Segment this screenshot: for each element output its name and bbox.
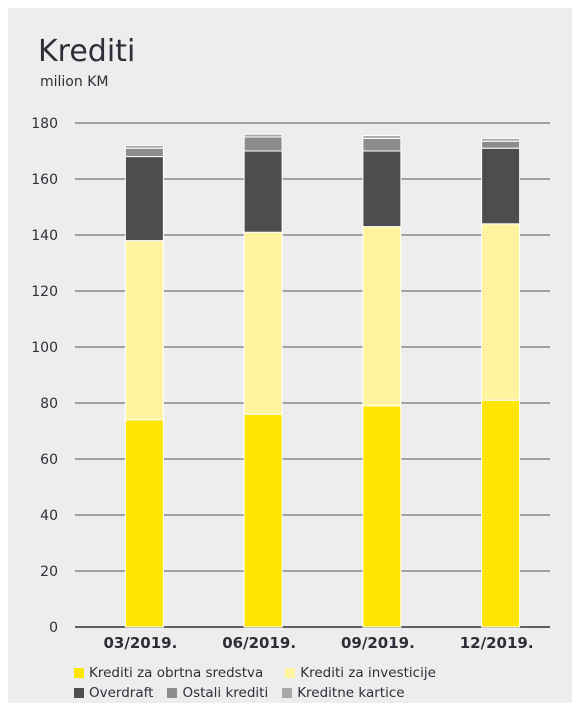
bar-segment <box>124 144 164 149</box>
legend-item: Krediti za investicije <box>285 665 436 681</box>
x-tick-label: 12/2019. <box>460 634 534 652</box>
bar-segment <box>243 133 283 138</box>
bar-segment <box>243 413 283 628</box>
bar-segment <box>243 150 283 233</box>
legend-label: Overdraft <box>89 685 154 701</box>
bar-segment <box>481 137 521 142</box>
y-tick-label: 120 <box>31 284 58 300</box>
bar-segment <box>243 231 283 415</box>
y-tick-label: 40 <box>40 508 58 524</box>
bar-segment <box>362 405 402 628</box>
y-tick-label: 140 <box>31 228 58 244</box>
stacked-bar-chart: 0 20 40 60 80 100 120 140 160 180 03/2019. 06/2019.… <box>31 116 550 652</box>
legend-item: Kreditne kartice <box>282 685 405 701</box>
chart-legend: Krediti za obrtna sredstva Krediti za inv… <box>74 663 450 703</box>
y-tick-label: 0 <box>49 620 58 636</box>
x-tick-label: 06/2019. <box>222 634 296 652</box>
bar-segment <box>481 147 521 225</box>
legend-label: Krediti za obrtna sredstva <box>89 665 264 681</box>
bar-segment <box>362 226 402 407</box>
y-tick-label: 20 <box>40 564 58 580</box>
chart-panel: Krediti milion KM <box>8 8 572 703</box>
bar-segment <box>481 399 521 628</box>
bar-segment <box>243 136 283 152</box>
legend-label: Ostali krediti <box>182 685 269 701</box>
bar-segment <box>481 140 521 149</box>
bar-segment <box>481 223 521 401</box>
legend-item: Ostali krediti <box>167 685 268 701</box>
legend-swatch <box>285 668 296 678</box>
bar-segment <box>362 135 402 139</box>
chart-subtitle: milion KM <box>40 74 109 90</box>
y-tick-label: 160 <box>31 172 58 188</box>
chart-title: Krediti <box>38 34 136 69</box>
legend-item: Overdraft <box>74 685 153 701</box>
y-tick-label: 180 <box>31 116 58 132</box>
bar-segment <box>124 419 164 628</box>
y-tick-label: 100 <box>31 340 58 356</box>
bar-segment <box>124 156 164 242</box>
legend-swatch <box>167 688 178 698</box>
legend-swatch <box>74 688 84 698</box>
legend-label: Kreditne kartice <box>297 685 405 701</box>
legend-swatch <box>74 668 84 678</box>
legend-swatch <box>282 688 293 698</box>
legend-label: Krediti za investicije <box>300 665 436 681</box>
bar-segment <box>362 137 402 152</box>
bar-segment <box>124 240 164 421</box>
y-tick-label: 60 <box>40 452 58 468</box>
bar-segment <box>124 147 164 158</box>
legend-item: Krediti za obrtna sredstva <box>74 665 263 681</box>
x-tick-label: 03/2019. <box>103 634 177 652</box>
y-tick-label: 80 <box>40 396 58 412</box>
bar-segment <box>362 150 402 228</box>
x-tick-label: 09/2019. <box>341 634 415 652</box>
